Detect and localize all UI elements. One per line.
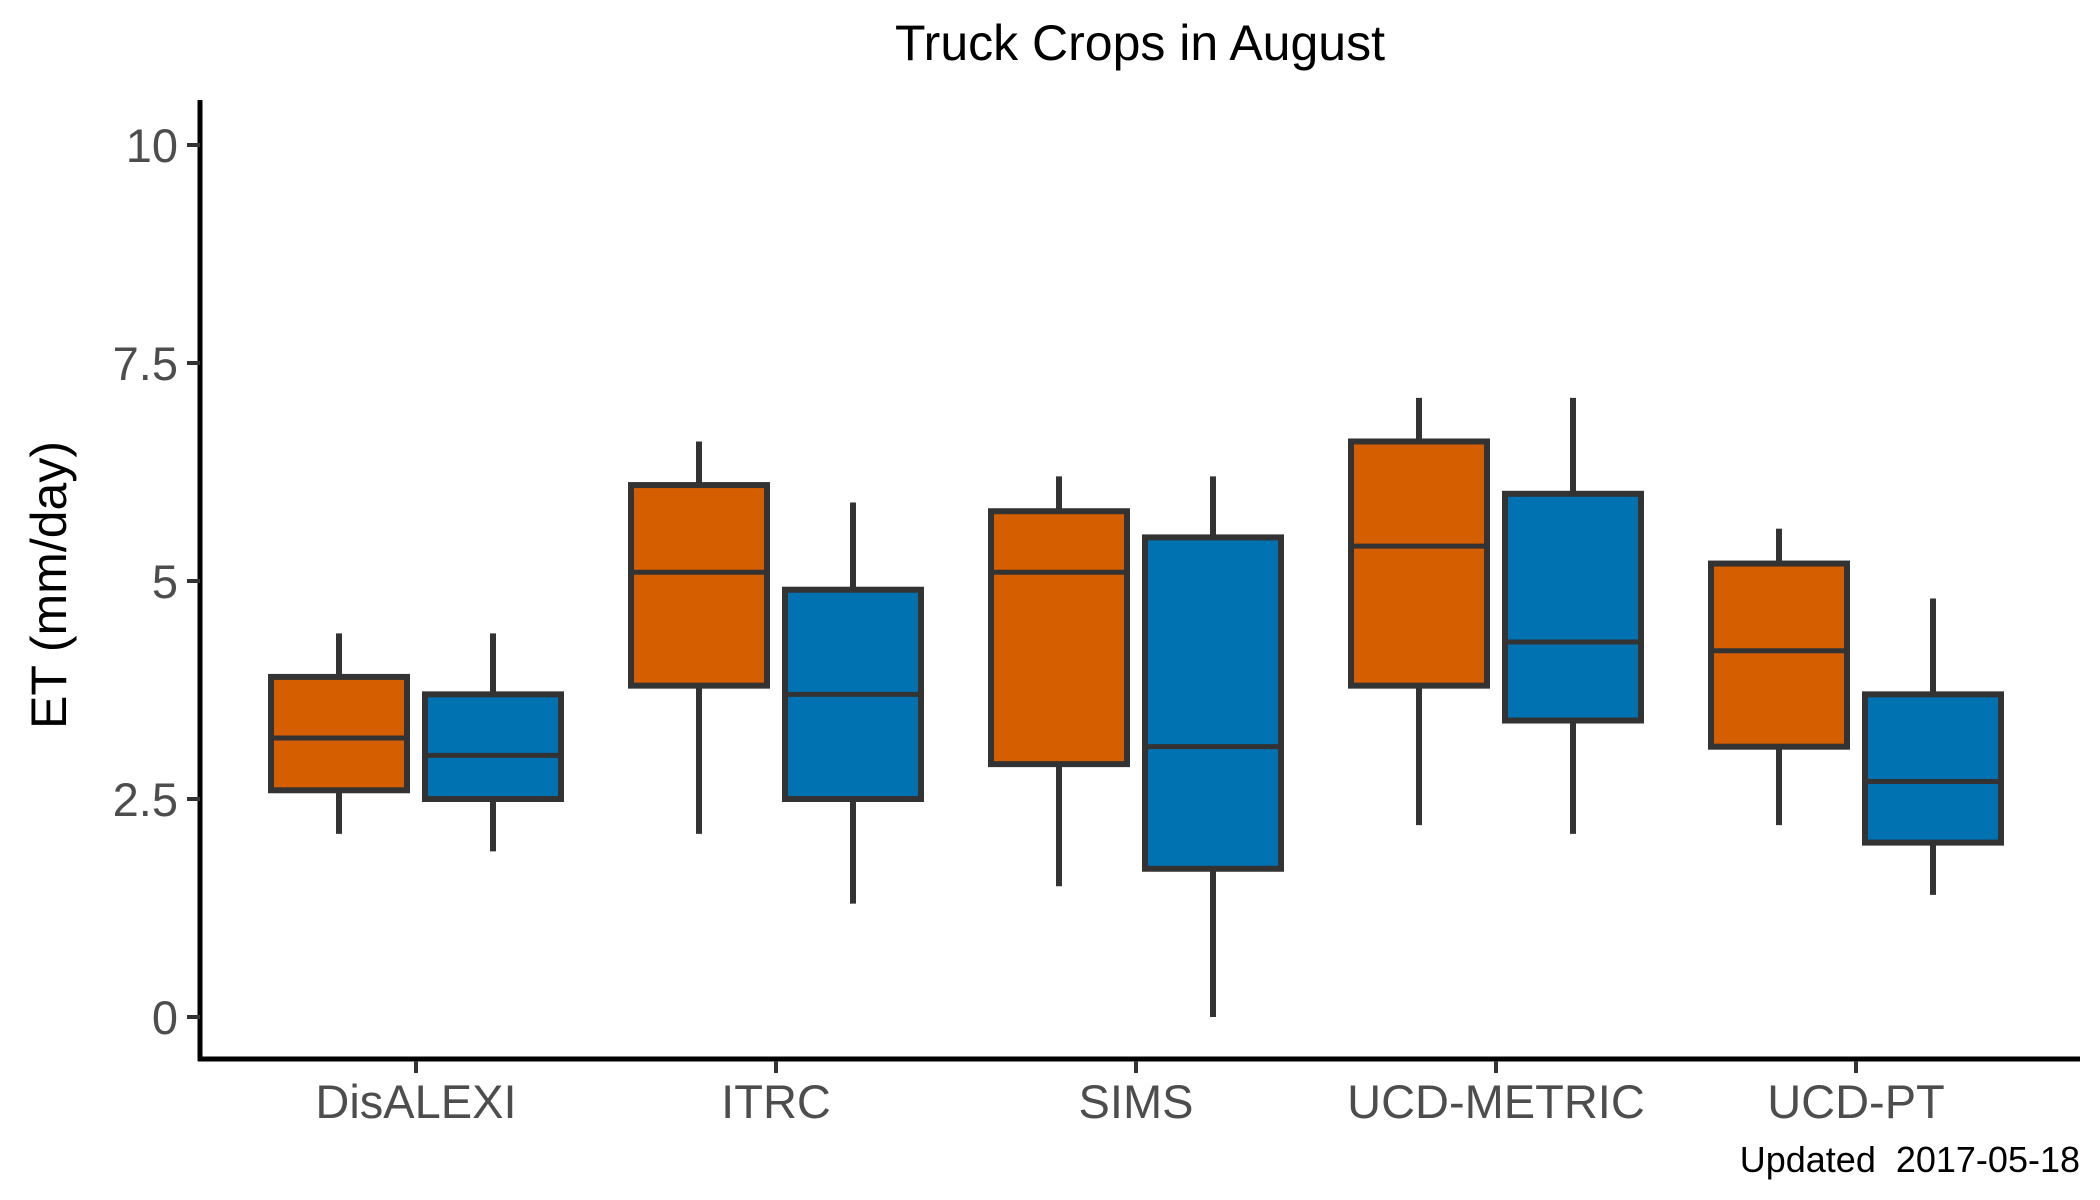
y-tick-label: 5 (152, 555, 178, 608)
chart-title: Truck Crops in August (895, 15, 1385, 71)
box-sims-2 (1142, 476, 1284, 1017)
box-ucd-metric-2 (1502, 397, 1644, 834)
x-tick-label: DisALEXI (315, 1075, 516, 1128)
box-body (1502, 490, 1644, 724)
box-itrc-2 (782, 502, 924, 904)
y-tick-label: 7.5 (113, 337, 178, 390)
plot-area (268, 397, 2004, 1017)
box-body (422, 691, 564, 802)
box-disalexi-2 (422, 633, 564, 852)
box-itrc-1 (628, 441, 770, 834)
y-tick-label: 10 (126, 119, 178, 172)
box-ucd-pt-2 (1862, 598, 2004, 895)
updated-caption: Updated 2017-05-18 (1740, 1139, 2080, 1180)
box-body (268, 673, 410, 794)
box-ucd-pt-1 (1708, 528, 1850, 826)
x-axis-ticks: DisALEXI ITRC SIMS UCD-METRIC UCD-PT (315, 1061, 1945, 1128)
box-body (1708, 560, 1850, 750)
y-axis-ticks: 0 2.5 5 7.5 10 (113, 119, 200, 1044)
y-tick-label: 0 (152, 991, 178, 1044)
x-tick-label: UCD-METRIC (1347, 1075, 1645, 1128)
y-tick-label: 2.5 (113, 773, 178, 826)
box-sims-1 (988, 476, 1130, 887)
box-ucd-metric-1 (1348, 397, 1490, 826)
y-axis-label: ET (mm/day) (21, 441, 77, 729)
x-tick-label: UCD-PT (1767, 1075, 1945, 1128)
box-body (1862, 691, 2004, 846)
x-tick-label: ITRC (721, 1075, 831, 1128)
box-disalexi-1 (268, 633, 410, 834)
box-body (988, 508, 1130, 768)
x-tick-label: SIMS (1079, 1075, 1194, 1128)
box-body (1142, 534, 1284, 872)
box-body (628, 482, 770, 689)
box-body (1348, 438, 1490, 689)
